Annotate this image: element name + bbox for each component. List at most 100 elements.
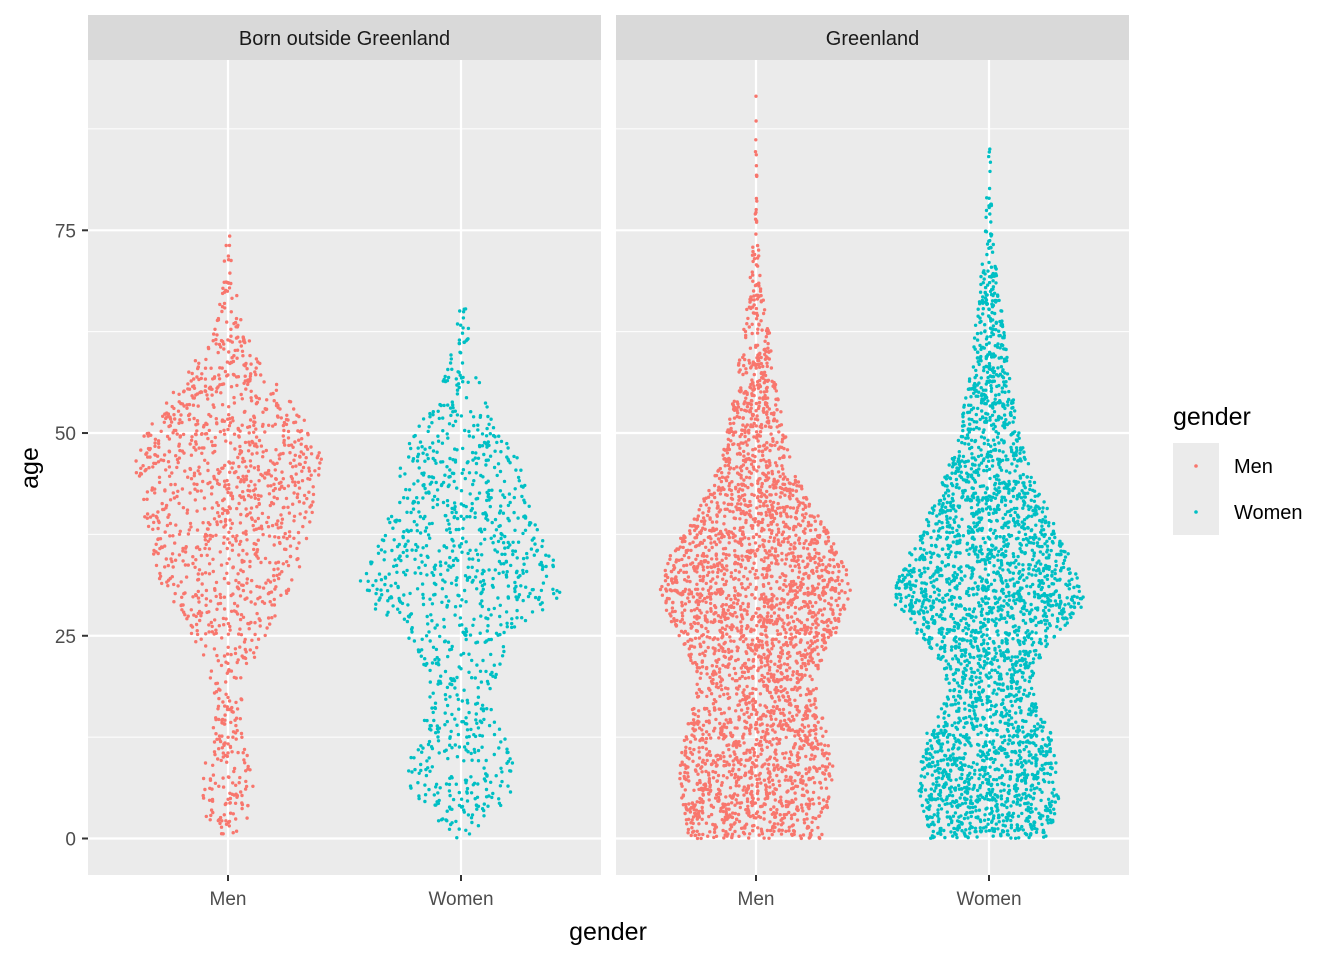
data-point [766,421,771,425]
data-point [771,637,775,641]
data-point [273,614,277,618]
data-point [698,608,702,613]
data-point [488,504,492,509]
data-point [243,637,247,642]
data-point [463,476,467,481]
data-point [765,489,769,494]
data-point [763,339,767,343]
data-point [749,424,753,429]
data-point [275,573,279,578]
data-point [758,396,762,400]
data-point [229,720,233,725]
data-point [244,661,249,666]
data-point [156,551,160,556]
data-point [203,571,208,575]
data-point [238,775,242,780]
data-point [302,493,307,498]
data-point [234,700,238,705]
data-point [464,600,468,604]
data-point [234,470,238,474]
data-point [756,754,760,759]
data-point [423,459,427,463]
data-point [729,639,733,643]
data-point [512,625,517,629]
data-point [740,494,745,498]
data-point [695,829,699,833]
data-point [790,558,794,562]
data-point [466,551,470,556]
data-point [454,578,458,583]
data-point [709,607,713,611]
data-point [500,770,504,774]
data-point [232,354,236,358]
data-point [157,520,161,525]
data-point [425,554,429,558]
data-point [816,825,820,830]
data-point [745,577,750,581]
data-point [431,573,436,577]
data-point [245,552,249,556]
data-point [715,514,719,518]
data-point [695,691,699,695]
data-point [478,602,482,606]
data-point [665,596,670,601]
data-point [416,446,420,450]
data-point [767,762,771,767]
data-point [297,414,301,419]
data-point [762,675,767,680]
data-point [790,714,795,719]
data-point [771,790,775,794]
data-point [492,606,496,611]
data-point [674,558,679,562]
data-point [473,515,477,520]
data-point [690,733,694,737]
data-point [419,571,423,576]
data-point [794,797,798,801]
data-point [425,573,429,577]
data-point [389,584,393,588]
data-point [793,635,798,639]
data-point [175,494,179,499]
data-point [445,379,450,383]
data-point [444,782,449,786]
data-point [419,768,423,773]
data-point [723,640,727,645]
data-point [695,553,700,558]
data-point [272,567,276,572]
data-point [772,539,776,543]
data-point [702,522,706,526]
data-point [704,821,709,825]
data-point [722,764,726,768]
data-point [299,429,304,433]
data-point [319,457,323,461]
data-point [207,547,212,551]
data-point [280,484,284,488]
data-point [230,494,235,498]
data-point [154,542,158,546]
data-point [203,458,207,462]
data-point [211,726,216,730]
data-point [434,480,438,485]
data-point [210,630,214,634]
data-point [721,552,726,556]
data-point [189,438,194,442]
data-point [440,587,445,591]
data-point [769,522,774,526]
data-point [267,423,271,427]
data-point [181,432,186,437]
data-point [252,414,256,418]
data-point [746,804,750,808]
data-point [467,471,472,475]
data-point [738,446,742,450]
data-point [751,686,755,691]
data-point [732,467,736,471]
data-point [712,612,716,616]
data-point [737,715,741,719]
data-point [409,510,413,515]
data-point [812,781,817,785]
data-point [733,773,738,777]
data-point [497,727,502,731]
data-point [266,515,271,520]
data-point [461,630,466,635]
data-point [250,452,254,456]
